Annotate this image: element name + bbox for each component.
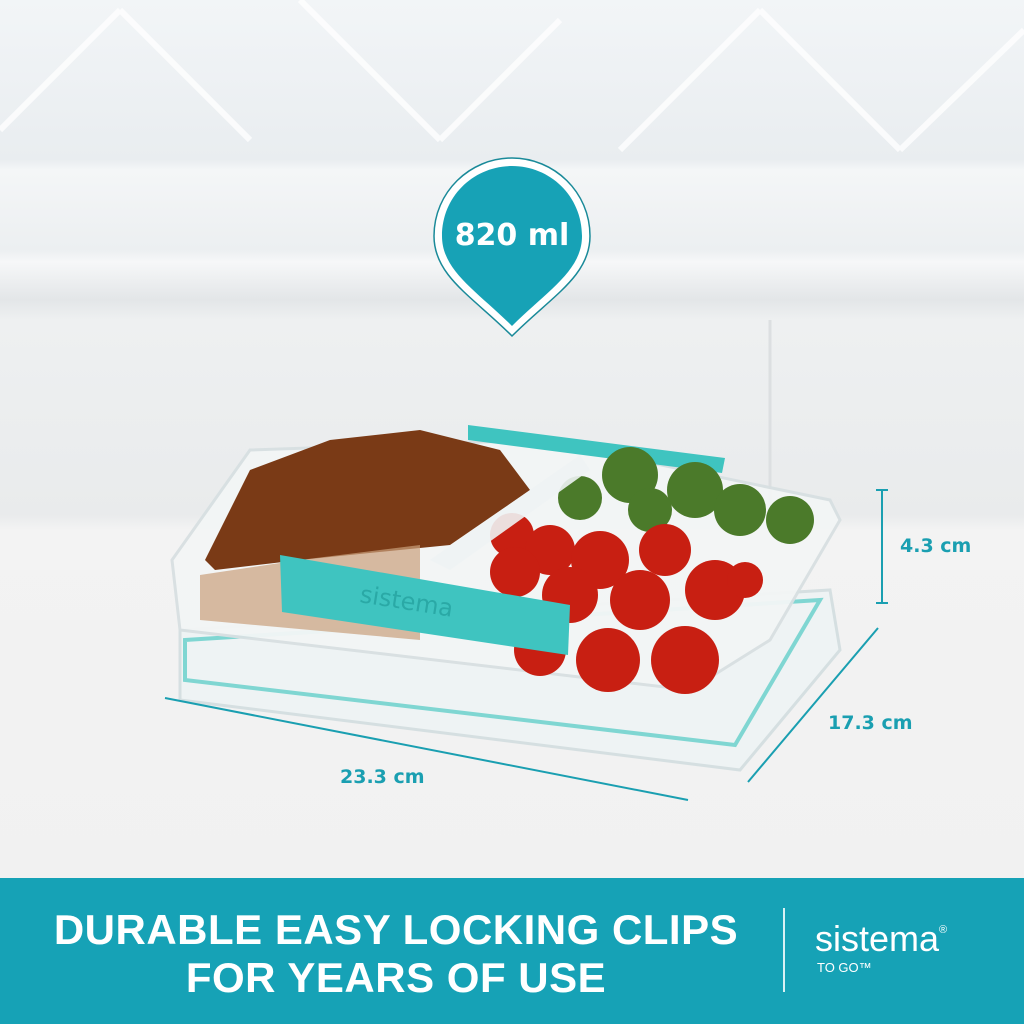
headline-line-1: DURABLE EASY LOCKING CLIPS [53,906,739,953]
banner-headline: DURABLE EASY LOCKING CLIPS FOR YEARS OF … [38,906,754,1002]
food-chicken [205,430,530,570]
food-broccoli [558,447,814,544]
width-dimension: 23.3 cm [340,766,425,788]
capacity-label: 820 ml [454,218,570,253]
registered-mark: ® [939,924,948,936]
feature-banner [0,878,1024,1024]
brand-name: sistema [815,918,940,959]
rear-clip [468,425,725,473]
product-illustration: sistema [164,320,888,801]
banner-divider [783,908,785,992]
capacity-pin [433,157,591,338]
dimension-lines [164,489,888,801]
depth-dimension: 17.3 cm [828,712,913,734]
front-clip [280,555,570,655]
tile-backsplash [0,0,1024,153]
height-dimension: 4.3 cm [900,535,972,557]
brand-logo: sistema® [815,918,947,960]
headline-line-2: FOR YEARS OF USE [185,954,607,1001]
brand-tagline: TO GO™ [817,960,872,975]
